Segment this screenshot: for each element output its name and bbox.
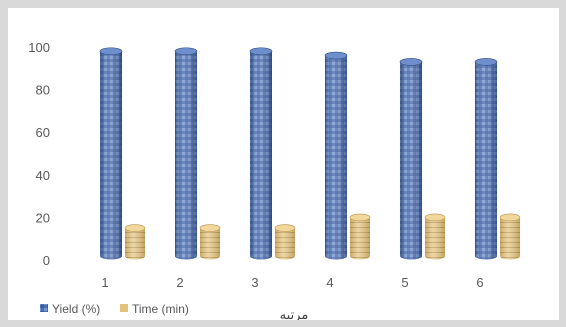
bar-time-top bbox=[124, 224, 146, 232]
bar-time-shade bbox=[500, 217, 520, 260]
y-tick-label: 100 bbox=[28, 40, 50, 55]
bar-yield-top bbox=[324, 51, 348, 60]
x-tick-label: 6 bbox=[476, 275, 483, 290]
bar-time bbox=[349, 213, 371, 260]
bar-yield bbox=[474, 58, 498, 260]
bar-yield-shade bbox=[250, 51, 272, 260]
bar-yield bbox=[99, 47, 123, 260]
legend-swatch-yield bbox=[40, 304, 48, 312]
bar-yield-top bbox=[249, 47, 273, 56]
legend-label-time: Time (min) bbox=[132, 302, 189, 316]
bar-yield bbox=[174, 47, 198, 260]
bar-yield-shade bbox=[100, 51, 122, 260]
y-tick-label: 80 bbox=[36, 83, 50, 98]
bar-time bbox=[124, 224, 146, 260]
bar-time-shade bbox=[200, 228, 220, 260]
bar-yield bbox=[399, 58, 423, 260]
y-tick-label: 0 bbox=[43, 253, 50, 268]
bar-chart: 0 20 40 60 80 100 1 2 3 4 5 6 Yield (%) Time (min)… bbox=[28, 40, 521, 320]
bar-time bbox=[424, 213, 446, 260]
x-tick-label: 4 bbox=[326, 275, 333, 290]
bar-time-top bbox=[349, 213, 371, 222]
bar-time-shade bbox=[425, 217, 445, 260]
bar-yield-top bbox=[99, 47, 123, 56]
bar-yield bbox=[324, 51, 348, 260]
bar-time-shade bbox=[125, 228, 145, 260]
bar-time-top bbox=[199, 224, 221, 232]
x-axis: 1 2 3 4 5 6 bbox=[101, 275, 483, 290]
bar-yield-shade bbox=[325, 55, 347, 260]
bar-time-top bbox=[274, 224, 296, 232]
x-tick-label: 3 bbox=[251, 275, 258, 290]
bar-yield-top bbox=[174, 47, 198, 56]
bar-time-shade bbox=[350, 217, 370, 260]
bar-time-top bbox=[424, 213, 446, 222]
bars bbox=[99, 47, 521, 260]
bar-time bbox=[274, 224, 296, 260]
x-tick-label: 5 bbox=[401, 275, 408, 290]
chart-frame: 0 20 40 60 80 100 1 2 3 4 5 6 Yield (%) Time (min)… bbox=[8, 8, 559, 320]
bar-time-shade bbox=[275, 228, 295, 260]
legend-swatch-time bbox=[120, 304, 128, 312]
y-tick-label: 40 bbox=[36, 168, 50, 183]
bar-yield bbox=[249, 47, 273, 260]
bar-yield-shade bbox=[400, 61, 422, 260]
y-axis: 0 20 40 60 80 100 bbox=[28, 40, 50, 268]
legend: Yield (%) Time (min) bbox=[40, 302, 189, 316]
x-tick-label: 2 bbox=[176, 275, 183, 290]
legend-label-yield: Yield (%) bbox=[52, 302, 100, 316]
bar-yield-shade bbox=[175, 51, 197, 260]
bar-yield-shade bbox=[475, 61, 497, 260]
y-tick-label: 20 bbox=[36, 210, 50, 225]
x-axis-title: مرتبه bbox=[280, 308, 309, 320]
x-tick-label: 1 bbox=[101, 275, 108, 290]
bar-time bbox=[499, 213, 521, 260]
bar-yield-top bbox=[474, 58, 498, 66]
bar-time-top bbox=[499, 213, 521, 222]
bar-time bbox=[199, 224, 221, 260]
bar-yield-top bbox=[399, 58, 423, 66]
y-tick-label: 60 bbox=[36, 125, 50, 140]
